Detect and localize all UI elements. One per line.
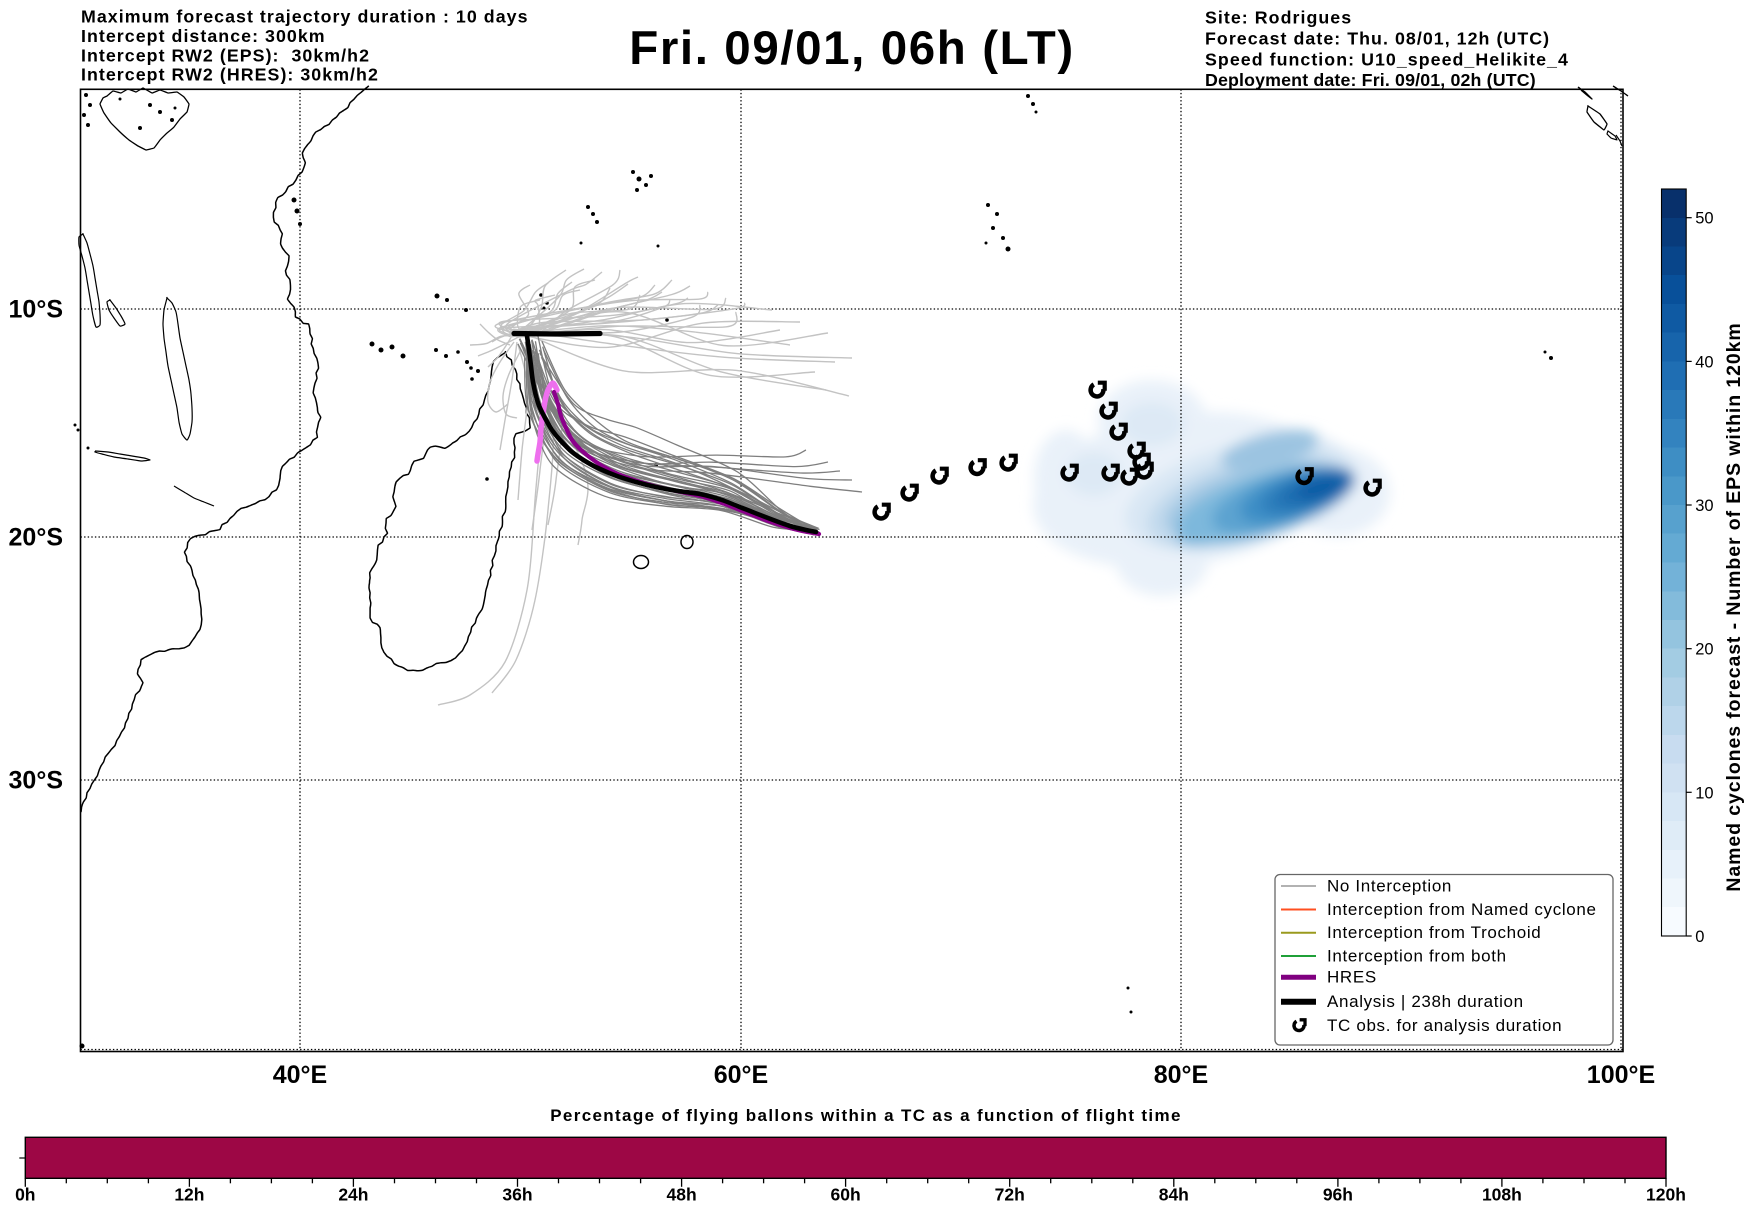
svg-text:Intercept RW2 (EPS): 30km/h2: Intercept RW2 (EPS): 30km/h2 bbox=[81, 45, 370, 65]
svg-text:Interception from both: Interception from both bbox=[1327, 947, 1507, 966]
svg-text:84h: 84h bbox=[1159, 1185, 1189, 1205]
svg-text:36h: 36h bbox=[502, 1185, 532, 1205]
svg-text:108h: 108h bbox=[1482, 1185, 1522, 1205]
svg-text:Interception from Named cyclon: Interception from Named cyclone bbox=[1327, 900, 1597, 919]
svg-text:60°E: 60°E bbox=[714, 1061, 768, 1089]
svg-text:Intercept distance: 300km: Intercept distance: 300km bbox=[81, 26, 326, 46]
svg-text:30°S: 30°S bbox=[9, 766, 63, 794]
svg-text:40°E: 40°E bbox=[273, 1061, 327, 1089]
svg-text:Percentage of flying ballons w: Percentage of flying ballons within a TC… bbox=[550, 1106, 1182, 1125]
svg-text:Named cyclones forecast - Numb: Named cyclones forecast - Number of EPS … bbox=[1723, 322, 1745, 891]
svg-text:Site: Rodrigues: Site: Rodrigues bbox=[1205, 8, 1352, 28]
svg-text:80°E: 80°E bbox=[1154, 1061, 1208, 1089]
svg-text:Fri. 09/01, 06h (LT): Fri. 09/01, 06h (LT) bbox=[629, 22, 1075, 75]
svg-text:Intercept RW2 (HRES): 30km/h2: Intercept RW2 (HRES): 30km/h2 bbox=[81, 65, 379, 85]
svg-text:50: 50 bbox=[1695, 210, 1713, 228]
svg-text:10°S: 10°S bbox=[9, 295, 63, 323]
svg-text:72h: 72h bbox=[995, 1185, 1025, 1205]
svg-text:Deployment date: Fri. 09/01, 0: Deployment date: Fri. 09/01, 02h (UTC) bbox=[1205, 70, 1536, 90]
svg-text:48h: 48h bbox=[667, 1185, 697, 1205]
svg-text:Interception from Trochoid: Interception from Trochoid bbox=[1327, 923, 1541, 942]
svg-text:40: 40 bbox=[1695, 353, 1713, 371]
svg-text:0h: 0h bbox=[15, 1185, 35, 1205]
svg-text:60h: 60h bbox=[831, 1185, 861, 1205]
svg-text:Forecast date: Thu. 08/01, 12h: Forecast date: Thu. 08/01, 12h (UTC) bbox=[1205, 28, 1550, 48]
svg-text:Speed function: U10_speed_Heli: Speed function: U10_speed_Helikite_4 bbox=[1205, 49, 1569, 69]
svg-text:100°E: 100°E bbox=[1587, 1061, 1655, 1089]
svg-text:30: 30 bbox=[1695, 497, 1713, 515]
svg-text:HRES: HRES bbox=[1327, 968, 1377, 987]
svg-text:20°S: 20°S bbox=[9, 523, 63, 551]
svg-text:Maximum forecast trajectory du: Maximum forecast trajectory duration : 1… bbox=[81, 7, 529, 27]
svg-text:Analysis | 238h duration: Analysis | 238h duration bbox=[1327, 992, 1524, 1011]
svg-text:96h: 96h bbox=[1323, 1185, 1353, 1205]
svg-text:120h: 120h bbox=[1646, 1185, 1686, 1205]
svg-text:10: 10 bbox=[1695, 784, 1713, 802]
svg-text:12h: 12h bbox=[174, 1185, 204, 1205]
svg-text:TC obs. for analysis duration: TC obs. for analysis duration bbox=[1327, 1016, 1562, 1035]
svg-text:No Interception: No Interception bbox=[1327, 877, 1452, 896]
svg-text:0: 0 bbox=[1695, 928, 1704, 946]
svg-text:20: 20 bbox=[1695, 641, 1713, 659]
svg-text:24h: 24h bbox=[338, 1185, 368, 1205]
